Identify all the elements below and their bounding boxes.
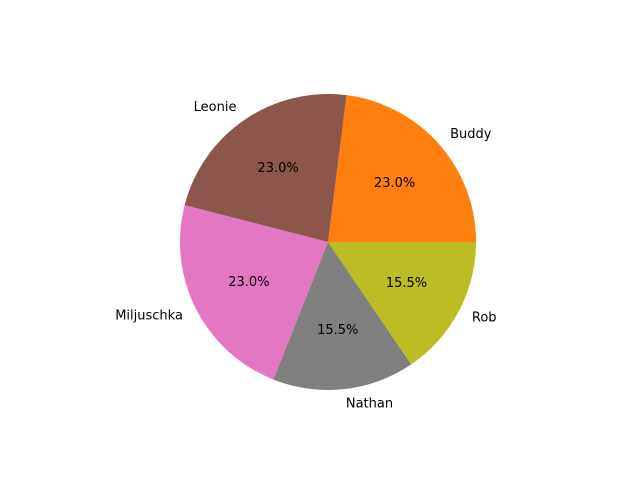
percent-label-nathan: 15.5%: [317, 323, 358, 338]
pie-slice-leonie: [184, 94, 347, 242]
pie-slice-nathan: [273, 242, 412, 390]
percent-label-leonie: 23.0%: [257, 161, 298, 176]
slice-label-miljuschka: Miljuschka: [115, 308, 183, 323]
slice-label-nathan: Nathan: [346, 396, 393, 411]
pie-slices: [179, 94, 476, 390]
slice-label-buddy: Buddy: [450, 127, 492, 142]
slice-label-leonie: Leonie: [194, 100, 237, 115]
pie-slice-miljuschka: [179, 205, 328, 380]
pie-slice-buddy: [328, 95, 476, 242]
percent-label-buddy: 23.0%: [374, 176, 415, 191]
pie-slice-rob: [328, 242, 476, 365]
percent-label-rob: 15.5%: [386, 276, 427, 291]
percent-label-miljuschka: 23.0%: [228, 275, 269, 290]
pie-labels: Buddy 23.0% Leonie 23.0% Miljuschka 23.0% Nath…: [115, 100, 496, 411]
slice-label-rob: Rob: [472, 311, 497, 326]
